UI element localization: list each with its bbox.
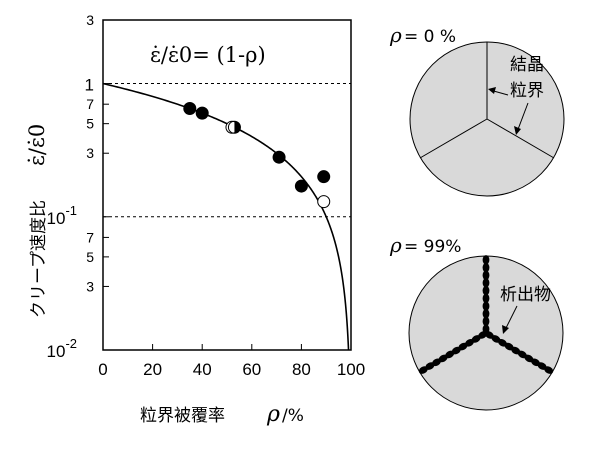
plot-frame [102,19,352,351]
x-tick-label-5: 100 [337,360,365,379]
precipitate-particle [445,350,455,359]
formula-label: ε̇/ε̇0= (1-ρ) [150,43,266,67]
y-tick-label-5: 10-1 [47,203,77,228]
precipitate-particle [482,278,490,288]
x-tick-label-2: 40 [193,360,212,379]
y-tick-label-1: 1 [85,76,94,95]
y-tick-label-9: 10-2 [47,336,77,361]
y-tick-label-2: 7 [86,96,94,112]
grain-boundary-text-1: 結晶 [510,55,544,75]
y-tick-label-3: 5 [86,116,94,132]
precipitate-particle [482,270,490,281]
precipitate-particle [482,316,490,327]
x-axis-label: 粒界被覆率 [140,406,225,426]
diagram-bottom-rho-label: = 99% [404,237,461,257]
precipitate-particle [484,331,494,339]
diagram-top-rho-label: = 0 % [404,27,456,47]
x-axis-ticks: 0 20 40 60 80 100 [98,344,365,379]
data-point-open-1 [317,195,331,209]
y-tick-label-6: 7 [86,229,94,245]
y-axis-label: クリープ速度比 [29,200,49,318]
data-point-half-0 [227,120,241,134]
grain-boundary-2 [419,118,488,159]
precipitate-particle [458,342,468,351]
y-tick-exponent-9: -2 [65,336,77,351]
data-point-filled-2 [272,150,286,164]
pointer-arrowhead-3 [502,325,509,334]
pointer-arrowhead-1 [488,87,496,94]
diagram-top-rho-symbol: ρ [389,23,402,47]
data-point-filled-3 [294,179,308,193]
pointer-arrow-3 [504,305,518,331]
data-point-filled-1 [195,106,209,120]
precipitate-particle [524,354,534,363]
diagram-rho-0: ρ = 0 % 結晶 粒界 [389,23,565,197]
grain-boundary-text-2: 粒界 [510,81,544,101]
precipitate-particle [537,362,547,370]
precipitate-particle [482,255,490,265]
precipitate-particle [482,285,490,296]
precipitate-particle [482,301,490,311]
y-tick-label-0: 3 [86,12,94,28]
y-tick-label-7: 5 [86,249,94,265]
precipitate-particle [418,366,428,374]
diagram-rho-99: ρ = 99% 析出物 [389,233,564,411]
x-tick-label-0: 0 [98,360,107,379]
y-tick-label-4: 3 [86,145,94,161]
precipitate-particle [482,262,490,273]
grain-boundary-3 [486,118,555,159]
precipitate-particle [482,293,490,304]
precipitate-particle [504,342,514,351]
x-tick-label-4: 80 [292,360,311,379]
precipitate-particle [425,362,435,370]
y-tick-exponent-5: -1 [65,203,77,218]
pointer-arrowhead-2 [514,126,521,135]
y-tick-label-8: 3 [86,278,94,294]
x-tick-label-3: 60 [242,360,261,379]
precipitate-chains [418,255,554,374]
x-axis-unit: /% [282,406,304,426]
data-point-filled-0 [183,101,197,115]
x-tick-label-1: 20 [143,360,162,379]
precipitate-particle [517,350,527,359]
reference-lines [103,83,351,218]
precipitate-particle [544,366,554,374]
precipitate-particle [491,335,501,343]
precipitate-particle [438,354,448,363]
precipitate-particle [482,308,490,319]
precipitate-particle [471,335,481,343]
x-axis-symbol: ρ [266,402,280,427]
pointer-arrow-2 [516,102,529,133]
diagram-bottom-rho-symbol: ρ [389,233,402,257]
data-points [183,101,331,209]
precipitate-label: 析出物 [500,285,551,305]
y-axis-symbol: ε̇/ε̇0 [25,124,49,166]
data-point-filled-4 [317,170,331,184]
